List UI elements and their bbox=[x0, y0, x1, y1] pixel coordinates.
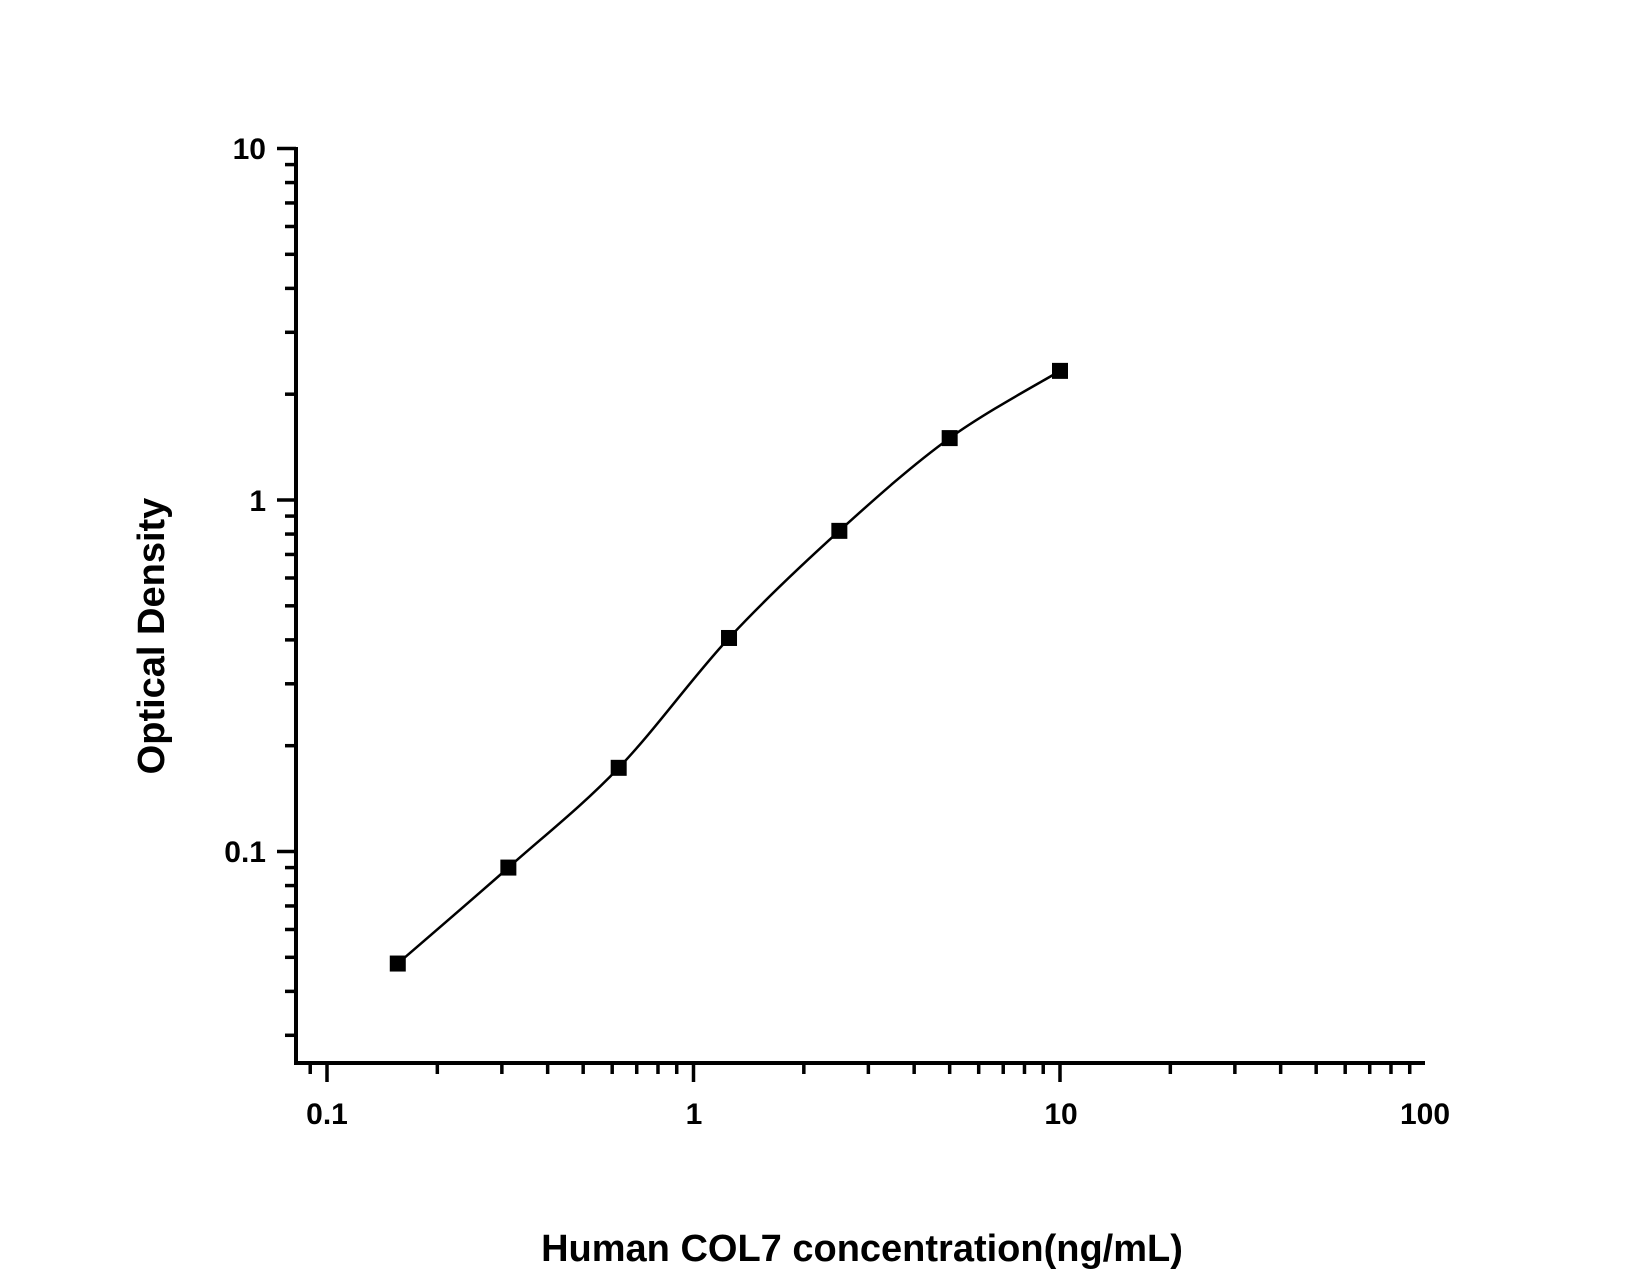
square-marker-icon bbox=[721, 629, 738, 646]
y-tick-label: 10 bbox=[233, 133, 266, 166]
x-tick-label: 1 bbox=[686, 1098, 703, 1131]
y-tick-label: 0.1 bbox=[224, 836, 266, 869]
axes bbox=[277, 146, 1425, 1082]
x-tick-labels: 0.1 1 10 100 bbox=[306, 1098, 1450, 1131]
square-marker-icon bbox=[941, 430, 958, 447]
square-marker-icon bbox=[610, 759, 627, 776]
square-marker-icon bbox=[1052, 362, 1068, 379]
data-markers bbox=[389, 362, 1068, 972]
square-marker-icon bbox=[389, 955, 406, 972]
x-tick-label: 10 bbox=[1044, 1098, 1077, 1131]
y-tick-label: 1 bbox=[249, 485, 266, 518]
y-tick-labels: 10 1 0.1 bbox=[224, 133, 266, 869]
y-ticks bbox=[277, 146, 296, 1038]
x-axis-title: Human COL7 concentration(ng/mL) bbox=[541, 1228, 1183, 1270]
x-ticks bbox=[308, 1063, 1412, 1082]
x-tick-label: 100 bbox=[1400, 1098, 1450, 1131]
square-marker-icon bbox=[500, 859, 517, 876]
fit-curve bbox=[396, 369, 1061, 965]
y-axis-title: Optical Density bbox=[131, 498, 173, 775]
square-marker-icon bbox=[831, 522, 848, 539]
x-tick-label: 0.1 bbox=[306, 1098, 348, 1131]
